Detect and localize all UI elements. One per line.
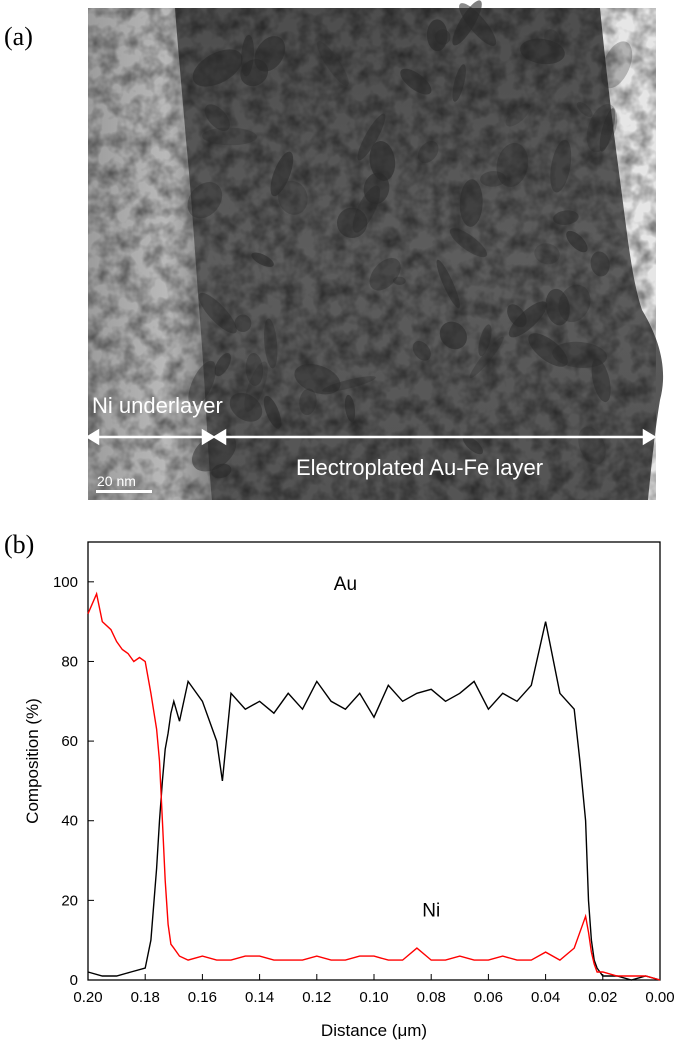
dark-grains [187,0,633,479]
dark-grain [459,3,497,46]
dark-grain [263,318,278,369]
y-tick-label: 80 [61,653,78,670]
annotation-ni: Ni [422,900,440,921]
y-axis-label: Composition (%) [23,698,42,824]
y-tick-label: 60 [61,733,78,750]
x-tick-label: 0.10 [359,989,388,1006]
dark-grain [439,321,467,350]
dark-grain [234,314,252,333]
dark-grain [462,435,484,455]
x-tick-label: 0.06 [474,989,503,1006]
ni-extent-arrow [85,428,216,446]
dark-grain [553,210,579,225]
plot-frame [87,541,661,981]
y-tick-label: 0 [70,972,78,989]
dark-grain [550,139,572,193]
dark-grain [599,108,616,152]
dark-grain [590,251,610,277]
y-tick-label: 100 [53,574,78,591]
dark-grain [299,388,317,416]
dark-grain [317,41,349,86]
dark-grain [534,243,560,265]
dark-grain [507,304,527,328]
dark-grain [505,103,530,127]
dark-grain [270,151,294,197]
dark-grain [508,301,547,338]
dark-grain [520,38,565,65]
dark-grain [566,230,588,253]
dark-grain [336,207,368,238]
dark-grain [601,41,633,89]
y-tick-label: 40 [61,813,78,830]
x-tick-label: 0.12 [302,989,331,1006]
aufe-extent-arrow [212,428,657,446]
dark-grain [591,358,611,403]
dark-grain [545,288,570,326]
dark-grain [263,395,282,429]
dark-grain [393,276,406,285]
series-line-au [87,621,661,981]
annotation-au: Au [334,574,357,595]
dark-grain [192,49,243,87]
dark-grain [344,394,356,422]
dark-grain [558,284,591,323]
x-tick-label: 0.20 [73,989,102,1006]
dark-grain [369,258,401,291]
dark-grain [480,171,507,187]
dark-grain [496,143,529,187]
tem-micrograph: Ni underlayer Electroplated Au-Fe layer … [85,0,664,500]
x-axis-label: Distance (μm) [321,1021,427,1040]
dark-grain [586,104,618,153]
dark-grain [417,141,439,164]
dark-grain [357,113,386,161]
dark-grain [528,333,568,367]
dark-grain [244,361,268,412]
dark-grain [188,360,217,407]
dark-grain [240,59,269,87]
ni-underlayer-label: Ni underlayer [92,393,223,418]
dark-grain [576,102,593,118]
dark-grain [198,292,237,334]
dark-grain [214,352,231,377]
dark-grain [277,180,308,215]
dark-grain [426,19,448,52]
dark-grain [478,324,492,357]
x-tick-label: 0.18 [131,989,160,1006]
scale-bar [96,490,152,493]
x-tick-label: 0.16 [188,989,217,1006]
dark-grain [369,140,396,181]
dark-grain [245,352,264,386]
dark-grain [202,127,257,146]
dark-grain [322,376,376,392]
x-tick-label: 0.04 [531,989,560,1006]
dark-grain [412,341,431,361]
dark-grain [187,182,223,219]
x-tick-label: 0.14 [245,989,274,1006]
dark-grain [294,364,341,395]
dark-grain [436,259,460,309]
dark-grain [552,341,608,368]
dark-grain [400,68,432,95]
scale-bar-label: 20 nm [97,473,136,489]
panel-a-label: (a) [4,22,33,51]
series-line-ni [87,591,661,981]
dark-grain [449,228,487,258]
x-tick-label: 0.02 [588,989,617,1006]
y-tick-label: 20 [61,892,78,909]
dark-grain [211,463,232,479]
dark-grain [204,104,230,131]
aufe-layer-label: Electroplated Au-Fe layer [296,455,543,480]
dark-grain [452,64,466,102]
tem-grain-texture [88,8,656,500]
dark-grain [229,392,263,422]
x-tick-label: 0.08 [417,989,446,1006]
x-tick-label: 0.00 [645,989,674,1006]
dark-grain [459,179,483,227]
panel-b-label: (b) [4,530,35,559]
dark-grain [251,252,274,267]
dark-grain [469,336,504,379]
